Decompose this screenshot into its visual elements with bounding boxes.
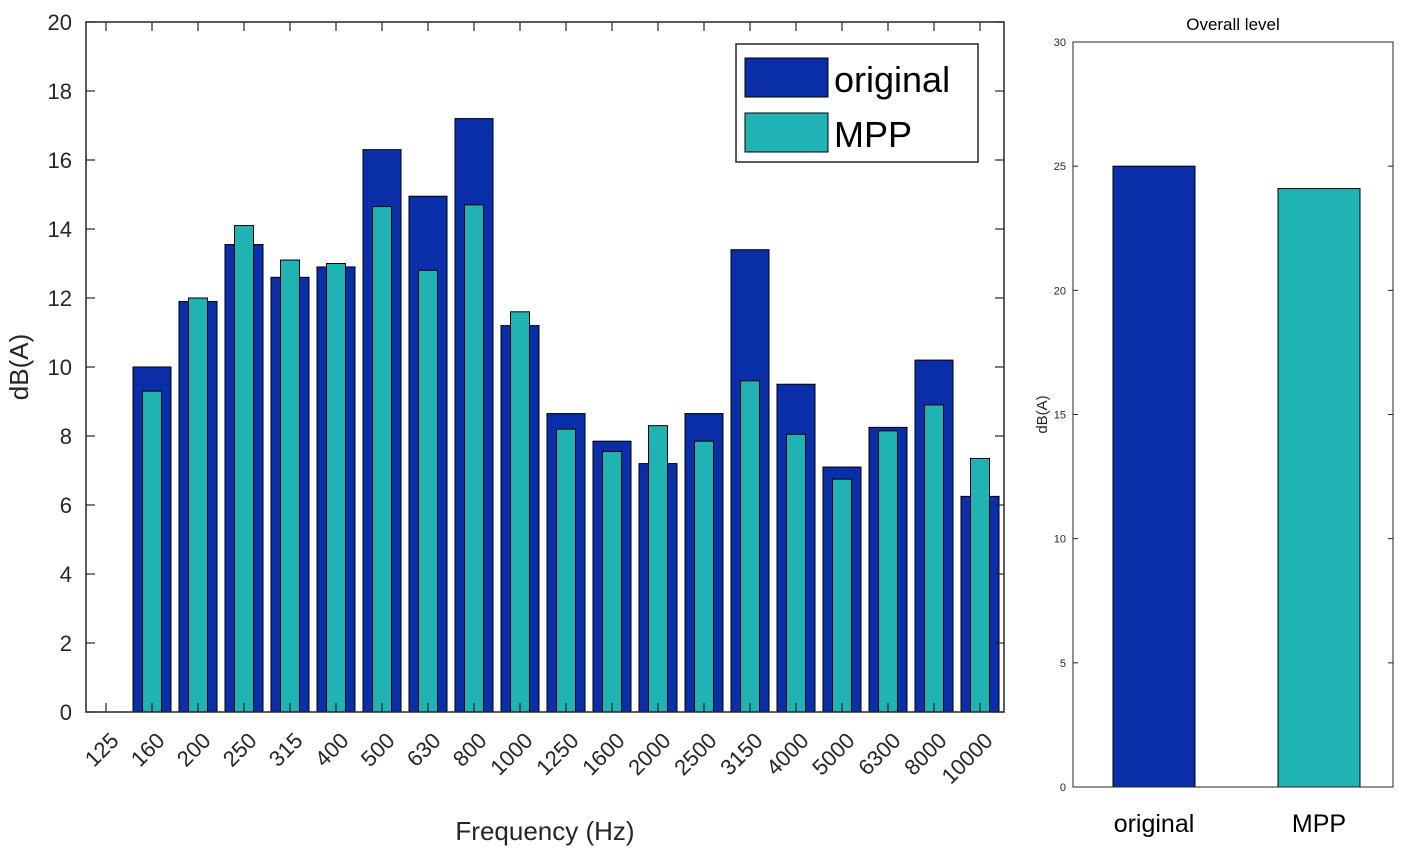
x-tick-label: 630	[402, 728, 446, 772]
y-tick-label: 30	[1054, 37, 1066, 49]
bar-overall-mpp	[1277, 188, 1361, 788]
bar-mpp-4000	[786, 433, 806, 713]
y-tick-label: 10	[1054, 534, 1066, 546]
bar-mpp-5000	[832, 478, 852, 713]
legend-label-mpp: MPP	[834, 114, 912, 155]
x-axis-ticks: original MPP	[1114, 810, 1346, 838]
y-tick-label: 15	[1054, 410, 1066, 422]
y-tick-label: 12	[48, 286, 72, 311]
legend-swatch-original	[744, 57, 829, 98]
y-tick-label: 5	[1060, 658, 1066, 670]
bar-mpp-1000	[510, 311, 530, 713]
y-axis-label: dB(A)	[1034, 395, 1051, 433]
x-tick-label: 1000	[485, 728, 537, 780]
bar-mpp-10000	[970, 457, 990, 713]
x-tick-label: 400	[310, 728, 354, 772]
y-tick-label: 4	[60, 562, 72, 587]
x-tick-label: 3150	[715, 728, 767, 780]
bar-mpp-800	[464, 204, 484, 713]
y-tick-label: 25	[1054, 161, 1066, 173]
x-tick-label: 4000	[761, 728, 813, 780]
chart-title: Overall level	[1186, 15, 1280, 34]
bar-mpp-8000	[924, 404, 944, 713]
y-tick-label: 20	[48, 10, 72, 35]
legend-label-original: original	[834, 59, 950, 100]
y-tick-label: 2	[60, 631, 72, 656]
bar-mpp-2000	[648, 425, 668, 713]
bar-mpp-2500	[694, 440, 714, 713]
x-axis-label: Frequency (Hz)	[455, 816, 634, 846]
overall-bars	[1112, 165, 1361, 788]
y-tick-label: 6	[60, 493, 72, 518]
x-tick-label: 1600	[577, 728, 629, 780]
y-axis-ticks: 0 5 10 15 20 25 30	[1054, 37, 1393, 794]
x-tick-label: original	[1114, 810, 1195, 838]
bar-mpp-630	[418, 269, 438, 713]
x-tick-label: 2000	[623, 728, 675, 780]
x-tick-label: 1250	[531, 728, 583, 780]
overall-level-chart: Overall level 0 5 10 15 20 25 30 original MPP d…	[1034, 15, 1394, 838]
x-tick-label: 250	[218, 728, 262, 772]
bar-mpp-400	[326, 263, 346, 713]
y-tick-label: 16	[48, 148, 72, 173]
x-tick-label: 6300	[853, 728, 905, 780]
bar-mpp-6300	[878, 430, 898, 713]
bar-mpp-315	[280, 259, 300, 713]
x-tick-label: MPP	[1292, 810, 1346, 838]
bar-mpp-160	[142, 390, 162, 713]
y-tick-label: 20	[1054, 285, 1066, 297]
x-tick-label: 500	[356, 728, 400, 772]
x-tick-label: 2500	[669, 728, 721, 780]
bar-overall-original	[1112, 165, 1196, 788]
x-tick-label: 160	[126, 728, 170, 772]
frequency-bars	[132, 118, 1000, 713]
y-tick-label: 18	[48, 79, 72, 104]
x-axis-ticks: 125 160 200 250 315 400 500 630 8001000125016002…	[80, 22, 998, 789]
bar-mpp-200	[188, 297, 208, 713]
y-tick-label: 0	[1060, 782, 1066, 794]
y-tick-label: 8	[60, 424, 72, 449]
bar-mpp-500	[372, 206, 392, 713]
bar-mpp-250	[234, 225, 254, 713]
x-tick-label: 315	[264, 728, 308, 772]
x-tick-label: 10000	[937, 728, 998, 789]
x-tick-label: 125	[80, 728, 124, 772]
y-tick-label: 14	[48, 217, 72, 242]
y-axis-ticks: 0 2 4 6 8 10 12 14 16 18 20	[48, 10, 1004, 725]
y-tick-label: 10	[48, 355, 72, 380]
legend-swatch-mpp	[744, 112, 829, 153]
y-axis-label: dB(A)	[4, 334, 34, 400]
bar-mpp-3150	[740, 380, 760, 713]
x-tick-label: 200	[172, 728, 216, 772]
bar-mpp-1250	[556, 428, 576, 713]
y-tick-label: 0	[60, 700, 72, 725]
x-tick-label: 800	[448, 728, 492, 772]
bar-mpp-1600	[602, 451, 622, 713]
x-tick-label: 5000	[807, 728, 859, 780]
legend: original MPP	[735, 43, 979, 163]
